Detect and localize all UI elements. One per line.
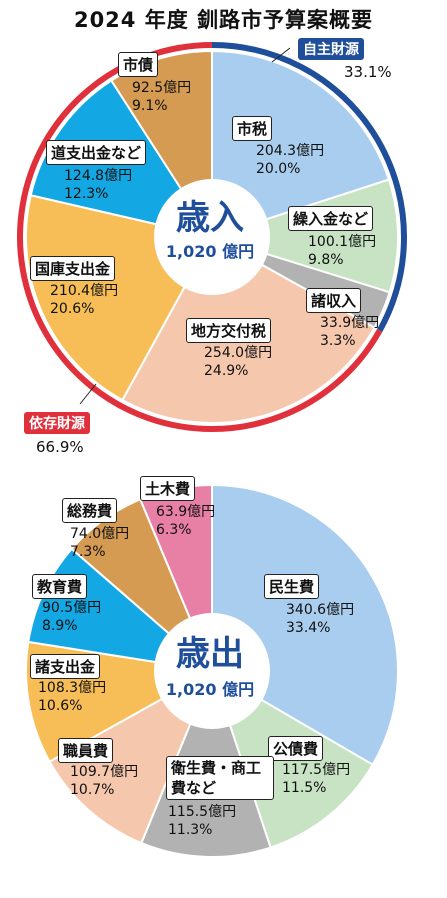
expenditure-total: 1,020 億円	[165, 680, 255, 699]
dependent-revenue-ring	[17, 42, 383, 432]
slice-percent: 20.6%	[50, 301, 95, 317]
pie-slice-0	[211, 49, 391, 239]
slice-amount: 117.5億円	[282, 762, 351, 778]
slice-percent: 7.3%	[70, 544, 106, 560]
slice-amount: 63.9億円	[156, 504, 216, 520]
slice-label: 地方交付税	[186, 318, 272, 343]
revenue-total: 1,020 億円	[165, 242, 255, 261]
own-revenue-percent: 33.1%	[344, 63, 392, 81]
slice-percent: 9.1%	[132, 98, 168, 114]
pie-center-hole	[154, 179, 270, 295]
slice-amount: 74.0億円	[70, 526, 130, 542]
slice-amount: 109.7億円	[70, 764, 139, 780]
slice-label: 道支出金など	[46, 140, 147, 165]
slice-amount: 115.5億円	[168, 804, 237, 820]
slice-amount: 92.5億円	[132, 80, 192, 96]
slice-percent: 9.8%	[308, 252, 344, 268]
slice-label: 市債	[118, 52, 159, 77]
expenditure-center-label: 歳出	[176, 634, 244, 674]
slice-percent: 24.9%	[204, 363, 249, 379]
slice-label: 諸支出金	[30, 654, 101, 679]
slice-percent: 20.0%	[256, 161, 301, 177]
slice-amount: 254.0億円	[204, 345, 273, 361]
slice-amount: 340.6億円	[286, 602, 355, 618]
slice-label: 市税	[232, 116, 273, 141]
slice-amount: 33.9億円	[320, 315, 380, 331]
slice-amount: 100.1億円	[308, 234, 377, 250]
dependent-revenue-tag: 依存財源	[24, 412, 90, 434]
slice-percent: 8.9%	[42, 618, 78, 634]
slice-percent: 6.3%	[156, 522, 192, 538]
group-leader-line	[271, 47, 291, 63]
dependent-revenue-percent: 66.9%	[36, 438, 84, 456]
slice-amount: 210.4億円	[50, 283, 119, 299]
slice-label: 土木費	[140, 476, 196, 501]
slice-label: 民生費	[264, 574, 320, 599]
slice-label: 総務費	[62, 498, 118, 523]
slice-amount: 124.8億円	[64, 168, 133, 184]
slice-percent: 10.7%	[70, 782, 115, 798]
revenue-center-label: 歳入	[176, 198, 244, 238]
slice-amount: 108.3億円	[38, 680, 107, 696]
slice-label: 職員費	[58, 738, 114, 763]
own-revenue-ring	[211, 42, 407, 333]
slice-label: 衛生費・商工費など	[166, 756, 274, 800]
group-leader-line	[79, 383, 97, 405]
chart-title: 2024 年度 釧路市予算案概要	[73, 8, 374, 32]
slice-label: 繰入金など	[288, 206, 374, 231]
slice-percent: 12.3%	[64, 186, 109, 202]
slice-label: 国庫支出金	[30, 256, 116, 281]
slice-amount: 90.5億円	[42, 600, 102, 616]
slice-label: 諸収入	[306, 288, 362, 313]
slice-label: 教育費	[32, 574, 88, 599]
slice-percent: 11.3%	[168, 822, 213, 838]
slice-amount: 204.3億円	[256, 143, 325, 159]
slice-percent: 10.6%	[38, 698, 83, 714]
slice-percent: 3.3%	[320, 333, 356, 349]
slice-percent: 11.5%	[282, 780, 327, 796]
own-revenue-tag: 自主財源	[298, 38, 364, 60]
slice-label: 公債費	[268, 736, 324, 761]
slice-percent: 33.4%	[286, 620, 331, 636]
pie-slice-3	[48, 668, 215, 845]
pie-center-hole	[154, 613, 270, 729]
